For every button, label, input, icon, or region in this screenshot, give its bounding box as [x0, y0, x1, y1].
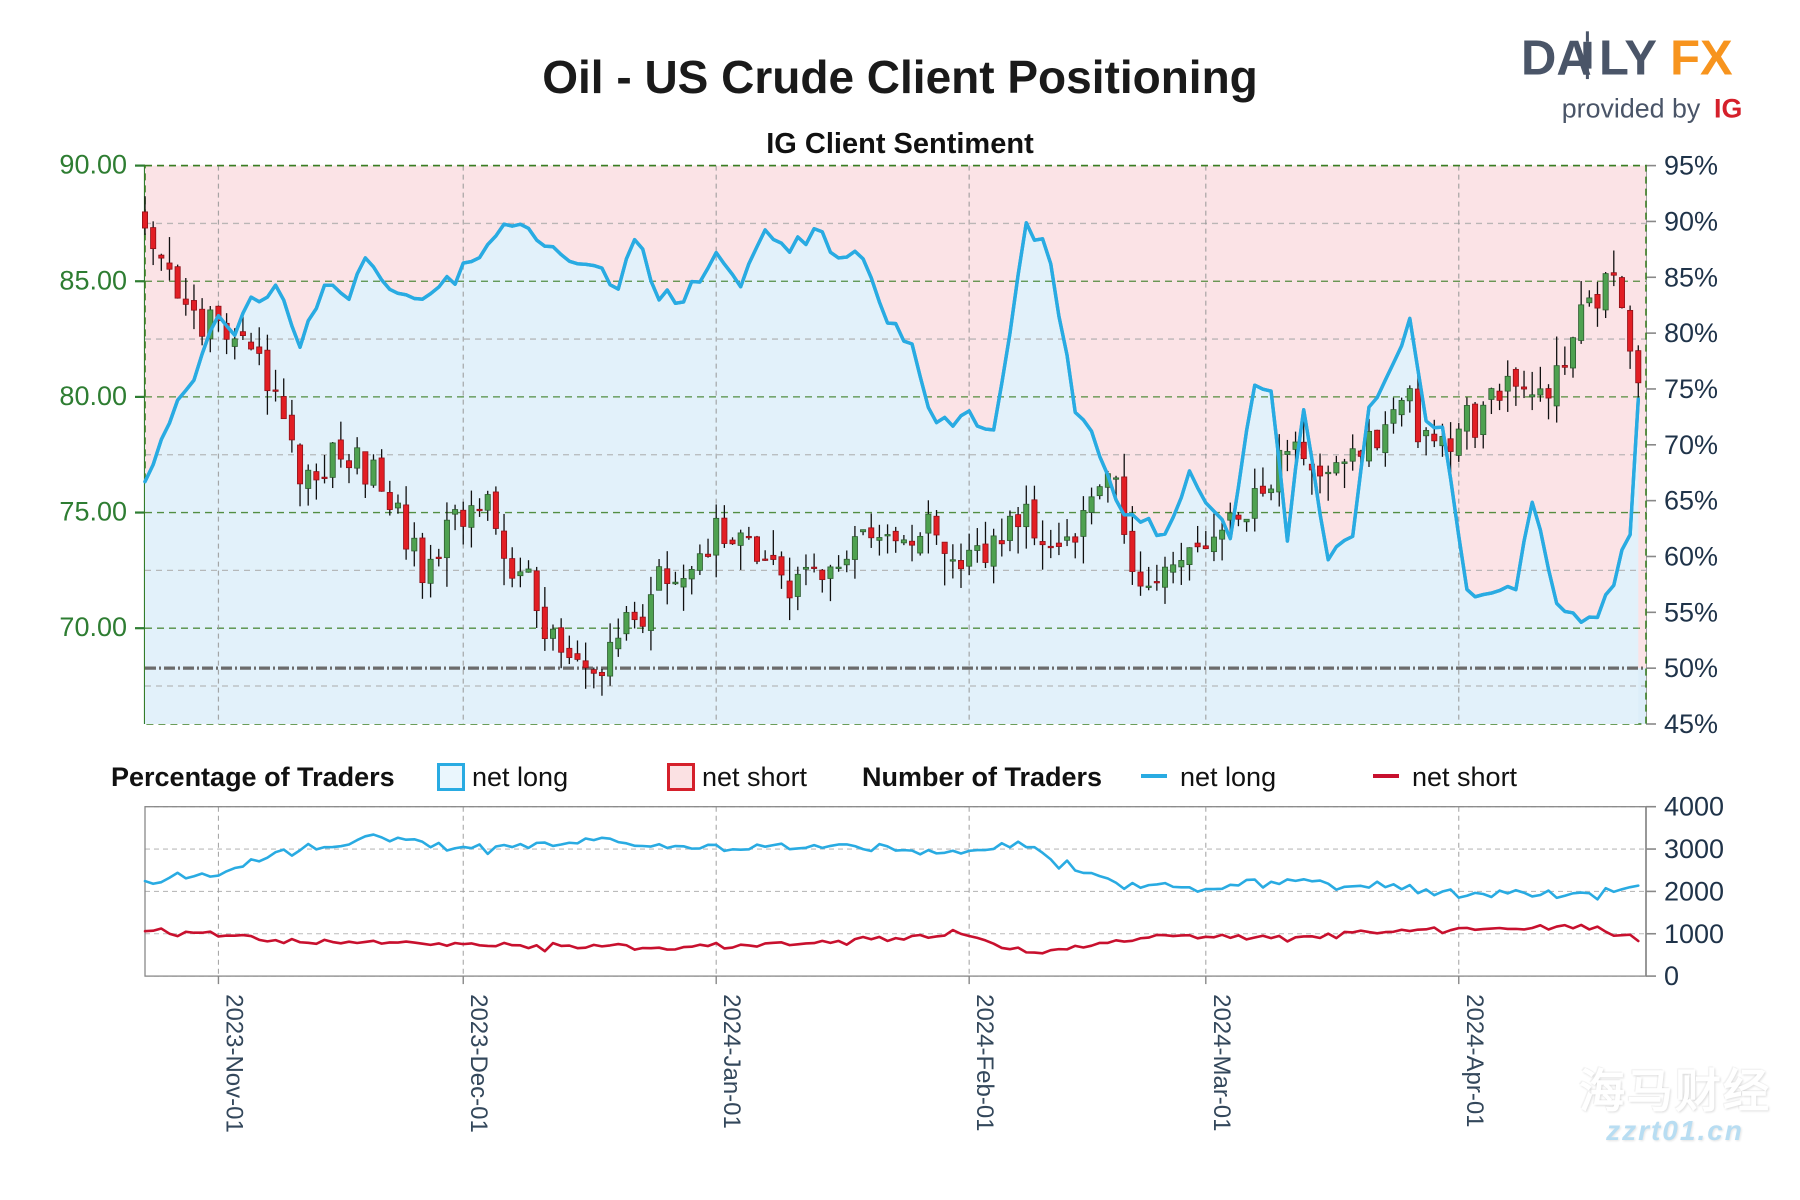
- svg-text:85%: 85%: [1664, 262, 1718, 292]
- svg-text:2024-Jan-01: 2024-Jan-01: [718, 994, 745, 1129]
- svg-text:70%: 70%: [1664, 430, 1718, 460]
- svg-text:1000: 1000: [1664, 919, 1724, 949]
- svg-text:55%: 55%: [1664, 597, 1718, 627]
- svg-text:2023-Dec-01: 2023-Dec-01: [465, 994, 492, 1133]
- svg-text:0: 0: [1664, 961, 1679, 991]
- svg-text:70.00: 70.00: [59, 612, 127, 642]
- svg-text:45%: 45%: [1664, 709, 1718, 739]
- svg-text:50%: 50%: [1664, 653, 1718, 683]
- svg-text:3000: 3000: [1664, 834, 1724, 864]
- svg-text:4000: 4000: [1664, 792, 1724, 822]
- svg-text:75.00: 75.00: [59, 497, 127, 527]
- svg-text:95%: 95%: [1664, 151, 1718, 181]
- svg-text:65%: 65%: [1664, 486, 1718, 516]
- svg-text:60%: 60%: [1664, 541, 1718, 571]
- svg-text:2023-Nov-01: 2023-Nov-01: [220, 994, 247, 1133]
- svg-text:2024-Mar-01: 2024-Mar-01: [1208, 994, 1235, 1131]
- svg-text:90.00: 90.00: [59, 150, 127, 180]
- svg-text:80%: 80%: [1664, 318, 1718, 348]
- svg-text:90%: 90%: [1664, 206, 1718, 236]
- svg-text:2000: 2000: [1664, 876, 1724, 906]
- svg-text:2024-Feb-01: 2024-Feb-01: [971, 994, 998, 1131]
- svg-text:2024-Apr-01: 2024-Apr-01: [1461, 994, 1488, 1127]
- svg-text:80.00: 80.00: [59, 381, 127, 411]
- svg-text:85.00: 85.00: [59, 265, 127, 295]
- svg-text:75%: 75%: [1664, 374, 1718, 404]
